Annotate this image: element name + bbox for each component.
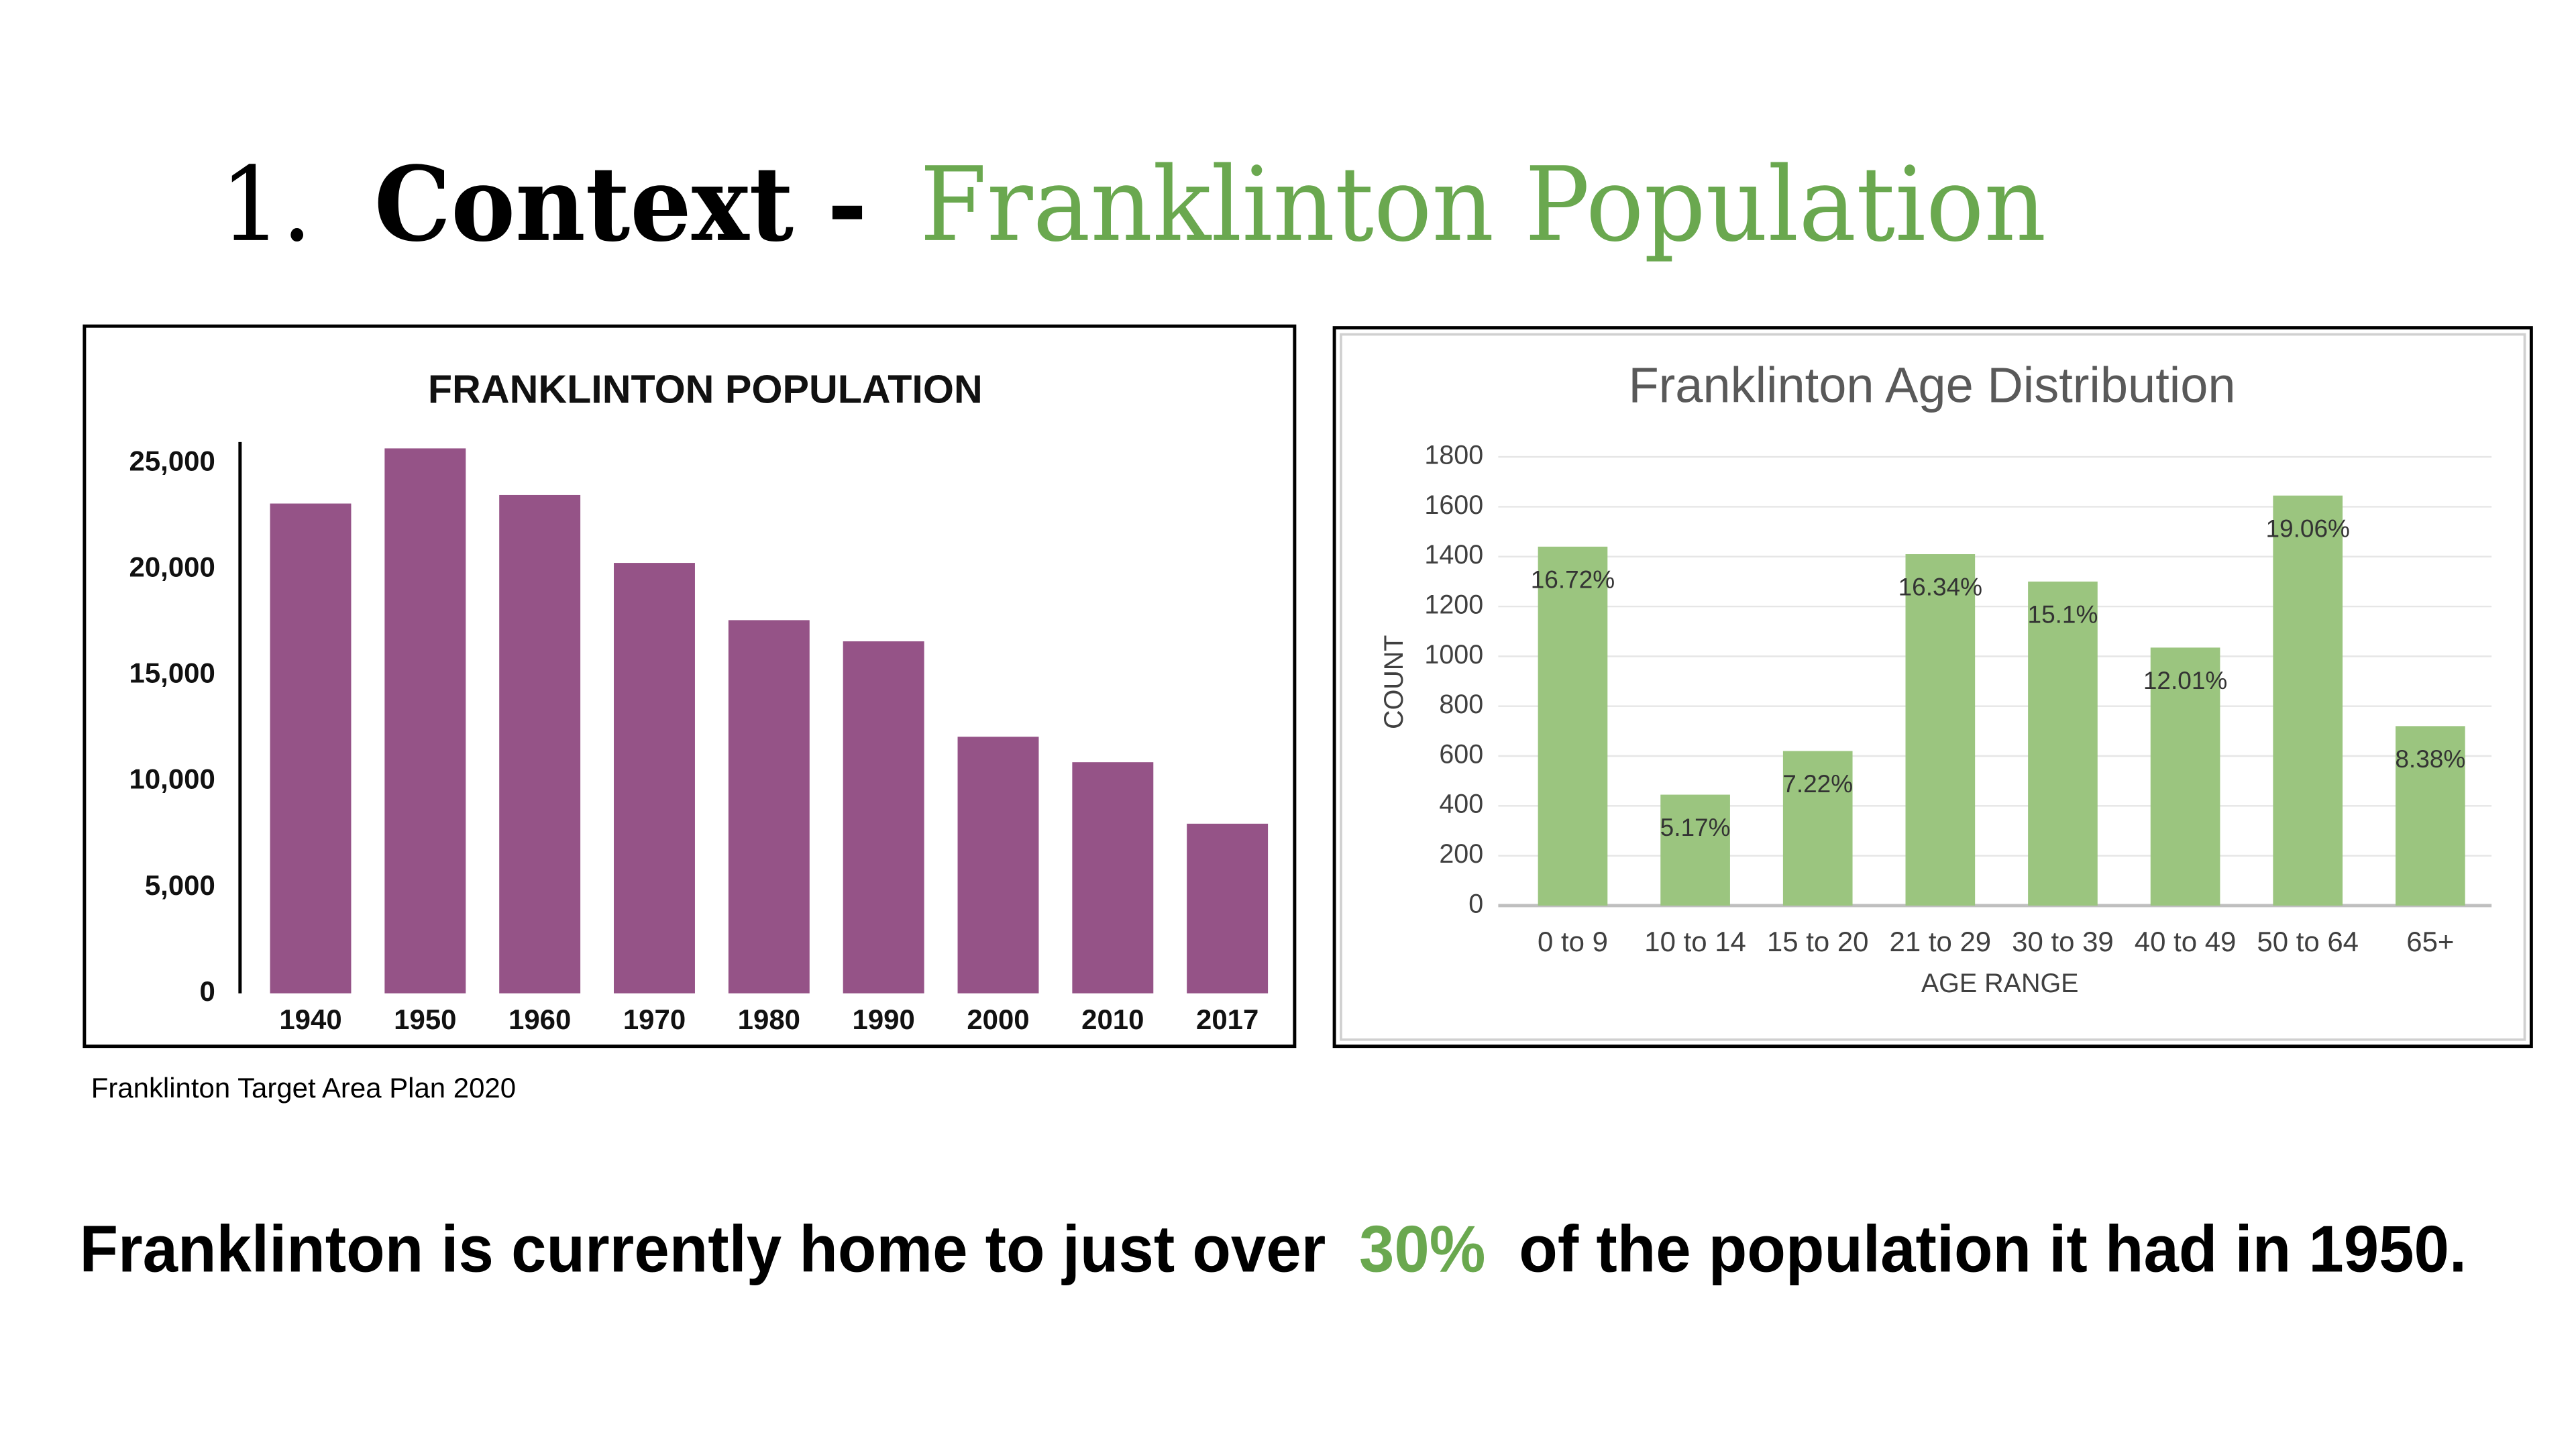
statement: Franklinton is currently home to just ov… xyxy=(79,1212,2467,1285)
x-axis-label: AGE RANGE xyxy=(1921,969,2079,998)
statement-highlight: 30% xyxy=(1359,1212,1486,1285)
bar xyxy=(1660,794,1730,906)
y-tick-label: 1800 xyxy=(1424,441,1483,470)
y-tick-label: 1400 xyxy=(1424,540,1483,570)
x-tick-label: 15 to 20 xyxy=(1767,926,1869,957)
bar xyxy=(1187,823,1269,994)
y-tick-label: 1600 xyxy=(1424,490,1483,520)
bar xyxy=(1538,546,1608,906)
bar-annotation: 12.01% xyxy=(2143,666,2228,694)
bar xyxy=(2028,581,2098,906)
bar xyxy=(728,620,810,994)
bar xyxy=(1905,554,1976,906)
x-tick-label: 50 to 64 xyxy=(2257,926,2359,957)
y-tick-label: 0 xyxy=(199,975,215,1007)
y-tick-label: 20,000 xyxy=(129,551,215,583)
bar xyxy=(957,737,1039,994)
statement-text: of the population it had in 1950. xyxy=(1519,1212,2467,1285)
y-tick-label: 25,000 xyxy=(129,445,215,477)
bar xyxy=(843,641,924,994)
bar xyxy=(1072,762,1154,994)
bar xyxy=(1782,751,1853,906)
bar xyxy=(499,494,581,994)
bar-annotation: 15.1% xyxy=(2028,600,2098,629)
bar xyxy=(614,563,695,994)
y-tick-label: 600 xyxy=(1439,739,1483,769)
y-tick-label: 0 xyxy=(1468,889,1483,918)
bar xyxy=(2150,647,2220,906)
x-tick-label: 30 to 39 xyxy=(2012,926,2114,957)
bar xyxy=(270,503,352,994)
chart-inner-frame xyxy=(1340,333,2526,1041)
x-tick-label: 1940 xyxy=(279,1004,341,1035)
y-tick-label: 800 xyxy=(1439,690,1483,719)
y-tick-label: 1200 xyxy=(1424,590,1483,619)
x-tick-label: 2010 xyxy=(1081,1004,1144,1035)
bar xyxy=(2273,495,2343,906)
x-tick-label: 1960 xyxy=(508,1004,571,1035)
statement-text: Franklinton is currently home to just ov… xyxy=(79,1212,1326,1285)
x-tick-label: 2017 xyxy=(1196,1004,1258,1035)
y-tick-label: 15,000 xyxy=(129,657,215,689)
bar xyxy=(384,448,466,994)
x-tick-label: 1990 xyxy=(853,1004,915,1035)
caption: Franklinton Target Area Plan 2020 xyxy=(91,1072,516,1104)
x-tick-label: 1970 xyxy=(623,1004,686,1035)
x-tick-label: 21 to 29 xyxy=(1890,926,1992,957)
title-bold: Context - xyxy=(374,144,867,265)
x-tick-label: 10 to 14 xyxy=(1644,926,1746,957)
bar-annotation: 7.22% xyxy=(1782,769,1853,798)
chart-title: FRANKLINTON POPULATION xyxy=(428,367,983,412)
y-tick-label: 10,000 xyxy=(129,763,215,795)
x-tick-label: 2000 xyxy=(967,1004,1029,1035)
bar-annotation: 19.06% xyxy=(2265,514,2350,542)
x-tick-label: 1980 xyxy=(738,1004,800,1035)
y-tick-label: 5,000 xyxy=(145,869,215,901)
bar-annotation: 8.38% xyxy=(2395,745,2465,773)
x-tick-label: 40 to 49 xyxy=(2135,926,2237,957)
bar-annotation: 16.34% xyxy=(1898,573,1983,601)
bar-annotation: 5.17% xyxy=(1660,813,1731,841)
y-tick-label: 400 xyxy=(1439,790,1483,819)
x-tick-label: 0 to 9 xyxy=(1538,926,1608,957)
chart-title: Franklinton Age Distribution xyxy=(1628,358,2235,413)
bar-annotation: 16.72% xyxy=(1531,565,1615,593)
y-tick-label: 200 xyxy=(1439,839,1483,869)
slide-title: 1. Context - Franklinton Population xyxy=(220,144,2046,265)
y-axis-label: COUNT xyxy=(1379,635,1409,729)
title-highlight: Franklinton Population xyxy=(920,146,2046,265)
x-tick-label: 65+ xyxy=(2406,926,2454,957)
y-tick-label: 1000 xyxy=(1424,640,1483,669)
x-tick-label: 1950 xyxy=(394,1004,456,1035)
title-number: 1. xyxy=(220,146,312,265)
bar xyxy=(2396,726,2465,906)
